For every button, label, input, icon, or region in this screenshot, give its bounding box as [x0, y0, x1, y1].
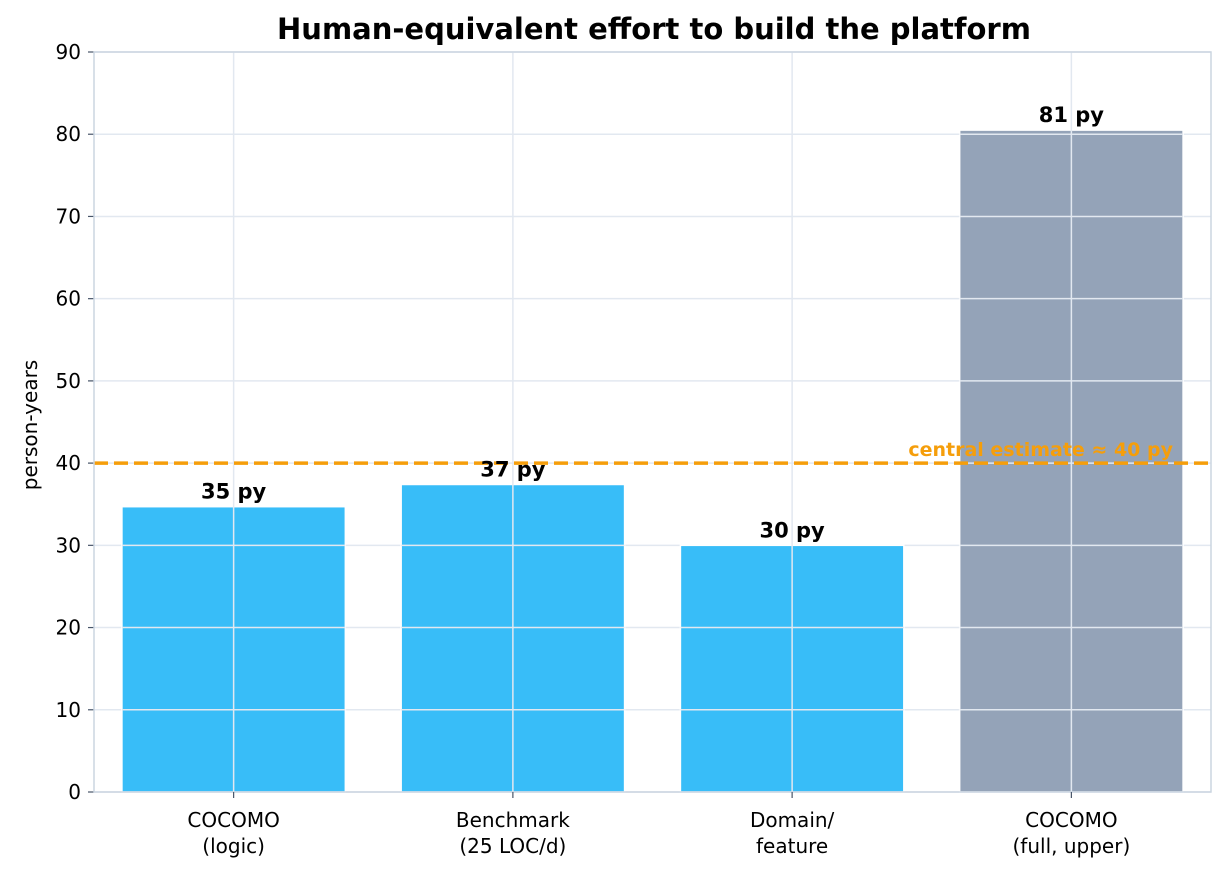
bar-data-label: 37 py — [480, 457, 546, 481]
x-tick-label: feature — [756, 834, 828, 858]
bar-data-label: 35 py — [201, 480, 267, 504]
reference-line-label: central estimate ≈ 40 py — [908, 439, 1173, 461]
y-tick-label: 90 — [56, 40, 81, 64]
y-tick-label: 60 — [56, 287, 81, 311]
y-tick-label: 10 — [56, 698, 81, 722]
x-tick-label: (full, upper) — [1013, 834, 1131, 858]
x-tick-label: (25 LOC/d) — [459, 834, 566, 858]
chart-title: Human-equivalent effort to build the pla… — [277, 12, 1031, 46]
x-tick-label: Domain/ — [750, 808, 835, 832]
y-tick-label: 40 — [56, 451, 81, 475]
y-tick-label: 30 — [56, 533, 81, 557]
x-tick-label: COCOMO — [187, 808, 279, 832]
y-tick-label: 0 — [68, 780, 81, 804]
vertical-grid — [121, 52, 1184, 792]
bar-data-label: 81 py — [1039, 103, 1105, 127]
reference-line-group: central estimate ≈ 40 py — [94, 439, 1211, 465]
y-tick-label: 80 — [56, 122, 81, 146]
y-axis-label: person-years — [18, 360, 42, 490]
y-tick-label: 20 — [56, 616, 81, 640]
x-tick-label: COCOMO — [1025, 808, 1117, 832]
x-tick-label: Benchmark — [456, 808, 570, 832]
x-tick-label: (logic) — [202, 834, 265, 858]
plot-frame — [93, 51, 1212, 793]
y-tick-label: 70 — [56, 204, 81, 228]
bar-data-label: 30 py — [759, 518, 825, 542]
labels: 0102030405060708090COCOMO(logic)Benchmar… — [56, 40, 1131, 858]
y-tick-label: 50 — [56, 369, 81, 393]
axes — [88, 51, 1212, 798]
